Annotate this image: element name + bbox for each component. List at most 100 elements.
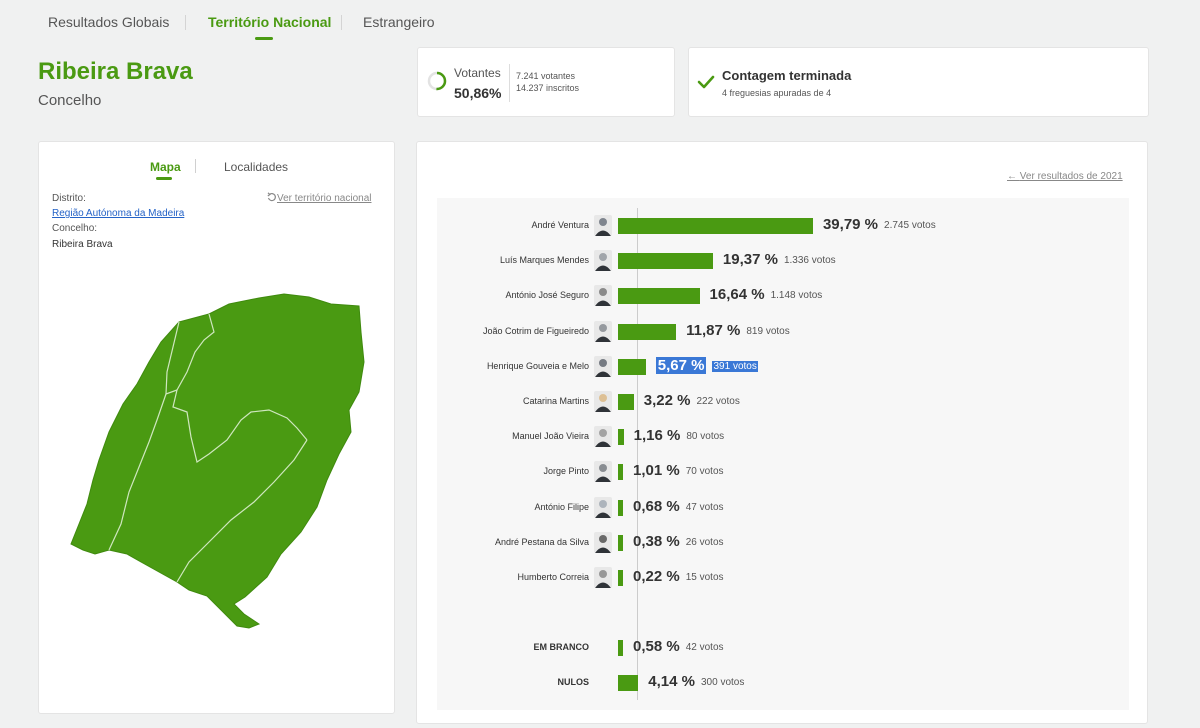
result-bar	[618, 288, 700, 305]
candidate-name: João Cotrim de Figueiredo	[482, 325, 589, 336]
candidate-row: Humberto Correia 0,22 % 15 votos	[437, 566, 1129, 590]
result-percent: 1,01 %	[633, 462, 680, 480]
tab-separator	[185, 15, 186, 30]
other-votes-row: EM BRANCO 0,58 % 42 votos	[437, 636, 1129, 660]
undo-icon	[267, 192, 276, 202]
result-votes: 222 votos	[696, 396, 740, 407]
result-percent: 19,37 %	[722, 251, 778, 269]
candidate-row: Manuel João Vieira 1,16 % 80 votos	[437, 425, 1129, 449]
candidate-name: Manuel João Vieira	[512, 431, 589, 442]
candidate-avatar	[594, 355, 612, 377]
results-chart: André Ventura 39,79 % 2.745 votos Luís Marq…	[437, 198, 1129, 710]
page-title: Ribeira Brava	[38, 58, 193, 85]
national-territory-link[interactable]: Ver território nacional	[267, 192, 372, 204]
result-percent: 16,64 %	[709, 286, 765, 304]
previous-results-link[interactable]: ← Ver resultados de 2021	[1007, 171, 1123, 182]
candidate-avatar	[594, 285, 612, 307]
county-map[interactable]	[69, 292, 369, 632]
district-label: Distrito:	[52, 193, 86, 204]
candidate-name: NULOS	[557, 677, 590, 687]
candidate-row: António Filipe 0,68 % 47 votos	[437, 496, 1129, 520]
candidate-avatar	[594, 461, 612, 483]
candidate-avatar	[594, 496, 612, 518]
count-status-subtitle: 4 freguesias apuradas de 4	[722, 88, 832, 98]
county-value: Ribeira Brava	[52, 239, 113, 250]
result-votes: 2.745 votos	[884, 220, 936, 231]
result-percent: 0,58 %	[633, 638, 680, 655]
candidate-row: António José Seguro 16,64 % 1.148 votos	[437, 284, 1129, 308]
result-votes: 819 votos	[746, 325, 790, 337]
candidate-row: João Cotrim de Figueiredo 11,87 % 819 voto…	[437, 320, 1129, 344]
candidate-row: André Ventura 39,79 % 2.745 votos	[437, 214, 1129, 238]
candidate-row: Catarina Martins 3,22 % 222 votos	[437, 390, 1129, 414]
result-percent: 39,79 %	[822, 216, 879, 233]
candidate-row: Henrique Gouveia e Melo 5,67 % 391 votos	[437, 355, 1129, 379]
candidate-name: Luís Marques Mendes	[499, 255, 589, 266]
result-bar	[618, 429, 624, 446]
active-subtab-indicator	[156, 177, 172, 180]
arrow-left-icon: ←	[1007, 171, 1017, 182]
candidate-name: EM BRANCO	[533, 642, 590, 652]
tab-localidades[interactable]: Localidades	[224, 160, 289, 174]
result-votes: 15 votos	[685, 572, 724, 583]
result-percent: 0,38 %	[633, 532, 680, 550]
tab-mapa[interactable]: Mapa	[150, 160, 181, 174]
page-subtitle: Concelho	[38, 92, 102, 109]
tab-resultados-globais[interactable]: Resultados Globais	[48, 14, 170, 30]
tab-separator	[195, 159, 196, 173]
candidate-name: Catarina Martins	[522, 396, 589, 406]
result-bar	[618, 394, 634, 410]
candidate-name: André Pestana da Silva	[494, 536, 589, 547]
count-status-card: Contagem terminada 4 freguesias apuradas…	[688, 47, 1149, 117]
chart-axis	[637, 208, 638, 700]
result-bar	[618, 534, 623, 551]
candidate-name: Jorge Pinto	[543, 466, 589, 477]
count-status-title: Contagem terminada	[722, 68, 852, 83]
result-percent: 5,67 %	[655, 356, 707, 374]
previous-results-link-label: Ver resultados de 2021	[1019, 171, 1123, 182]
candidate-avatar	[594, 250, 612, 272]
result-bar	[618, 253, 713, 270]
top-tabs: Resultados Globais Território Nacional E…	[0, 0, 1200, 44]
result-bar	[618, 358, 646, 375]
result-percent: 1,16 %	[633, 427, 681, 445]
divider	[509, 64, 510, 102]
check-icon	[697, 75, 715, 89]
result-percent: 0,68 %	[633, 497, 680, 515]
result-bar	[618, 675, 639, 691]
result-percent: 11,87 %	[686, 321, 741, 339]
result-bar	[618, 464, 623, 481]
county-label: Concelho:	[52, 223, 98, 234]
result-percent: 0,22 %	[633, 568, 680, 585]
candidate-name: André Ventura	[531, 220, 589, 230]
national-territory-link-label: Ver território nacional	[277, 193, 372, 204]
candidate-row: Luís Marques Mendes 19,37 % 1.336 votos	[437, 249, 1129, 273]
district-link[interactable]: Região Autónoma da Madeira	[52, 208, 185, 219]
results-panel: ← Ver resultados de 2021 André Ventura 39…	[416, 141, 1148, 724]
result-percent: 4,14 %	[648, 673, 695, 690]
candidate-avatar	[594, 391, 612, 412]
candidate-avatar	[594, 215, 612, 236]
result-votes: 1.336 votos	[783, 255, 836, 267]
tab-territorio-nacional[interactable]: Território Nacional	[208, 14, 332, 30]
result-bar	[618, 499, 623, 516]
result-bar	[618, 323, 677, 340]
result-bar	[618, 570, 623, 586]
candidate-avatar	[594, 320, 612, 342]
result-votes: 26 votos	[685, 536, 724, 548]
result-votes: 42 votos	[685, 642, 724, 653]
candidate-name: Humberto Correia	[517, 572, 589, 582]
other-votes-row: NULOS 4,14 % 300 votos	[437, 671, 1129, 695]
result-votes: 70 votos	[685, 466, 724, 478]
turnout-ring-icon	[427, 71, 447, 91]
result-votes: 300 votos	[700, 677, 745, 688]
candidate-avatar	[594, 531, 612, 553]
result-votes: 391 votos	[712, 360, 758, 372]
tab-estrangeiro[interactable]: Estrangeiro	[363, 14, 435, 30]
result-bar	[618, 640, 623, 656]
candidate-name: Henrique Gouveia e Melo	[486, 360, 589, 371]
registered-count: 14.237 inscritos	[516, 83, 580, 93]
result-percent: 3,22 %	[643, 392, 691, 409]
result-votes: 47 votos	[685, 501, 724, 513]
candidate-row: André Pestana da Silva 0,38 % 26 votos	[437, 531, 1129, 555]
